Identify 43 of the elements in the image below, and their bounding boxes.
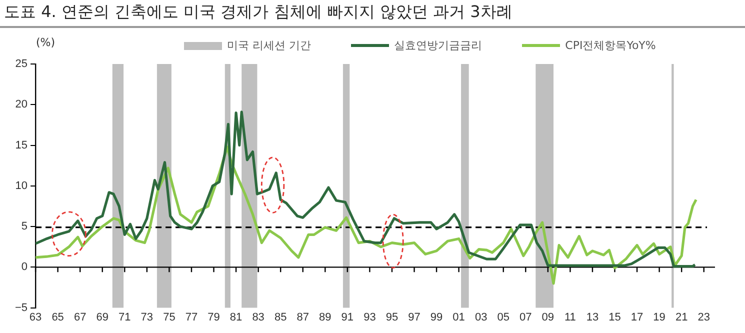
x-tick-label: 65 [52,311,64,324]
x-tick-label: 07 [520,311,532,324]
x-tick-label: 67 [74,311,86,324]
x-tick-label: 93 [364,311,376,324]
x-tick-label: 75 [163,311,176,324]
x-tick-label: 05 [497,311,510,324]
x-tick-label: 87 [296,311,309,324]
x-tick-label: 17 [630,311,644,324]
x-tick-label: 21 [675,311,688,324]
x-tick-label: 89 [319,311,332,324]
x-tick-label: 97 [408,311,420,324]
x-tick-label: 63 [29,311,42,324]
x-tick-label: 11 [564,311,576,324]
x-tick-label: 03 [474,311,488,324]
x-tick-label: 91 [341,311,354,324]
x-tick-label: 09 [542,311,554,324]
x-tick-label: 79 [208,311,220,324]
x-tick-label: 19 [653,311,666,324]
y-tick-label: 25 [15,58,28,70]
x-tick-label: 99 [430,311,443,324]
x-tick-label: 73 [140,311,154,324]
legend-label: 실효연방기금금리 [394,38,482,53]
legend-label: CPI전체항목YoY% [565,38,656,53]
chart-title: 도표 4. 연준의 긴축에도 미국 경제가 침체에 빠지지 않았던 과거 3차례 [4,2,512,23]
y-tick-label: 5 [21,220,28,233]
x-tick-label: 81 [230,311,242,324]
x-tick-label: 95 [386,311,398,324]
y-tick-label: 20 [15,98,28,111]
x-tick-label: 23 [698,311,710,324]
x-tick-label: 77 [185,311,198,324]
y-tick-label: 0 [21,261,28,274]
x-tick-label: 13 [586,311,599,324]
y-tick-label: 10 [15,180,28,192]
x-tick-label: 69 [96,311,108,324]
x-tick-label: 83 [252,311,264,324]
x-tick-label: 15 [608,311,621,324]
legend-label: 미국 리세션 기간 [227,38,312,53]
y-tick-label: −5 [14,302,28,314]
x-tick-label: 71 [118,311,131,324]
x-tick-label: 85 [274,311,287,324]
x-tick-label: 01 [452,311,465,324]
y-tick-label: 15 [15,139,28,152]
y-axis-title: (%) [36,36,56,49]
